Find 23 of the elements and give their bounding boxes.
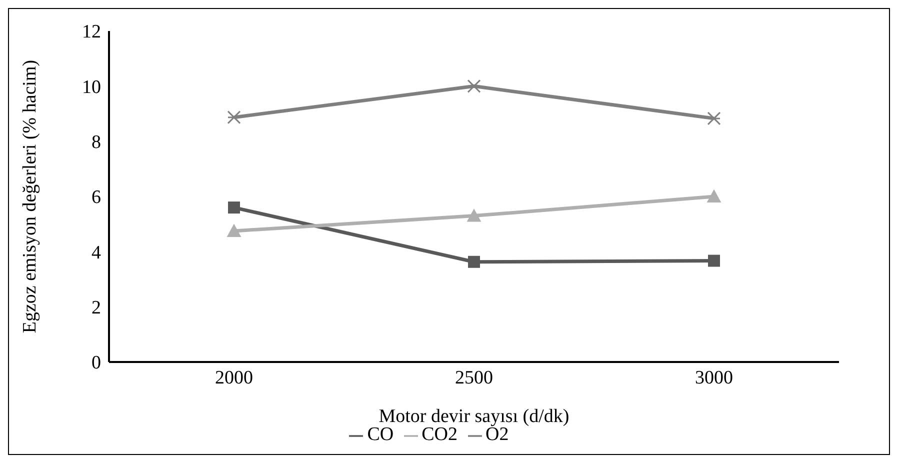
y-tick-label: 2	[92, 298, 101, 319]
point	[708, 254, 720, 267]
point	[707, 112, 721, 126]
x-tick-label: 2000	[215, 367, 253, 388]
legend-label: CO2	[422, 424, 458, 445]
y-tick-label: 0	[92, 352, 101, 374]
x-tick-label: 3000	[695, 367, 733, 388]
x-tick-label: 2500	[455, 367, 493, 388]
y-tick-label: 6	[92, 187, 101, 208]
point	[467, 79, 481, 93]
y-tick-label: 10	[82, 76, 101, 98]
point	[706, 189, 722, 202]
y-tick-label: 12	[82, 22, 101, 43]
point	[228, 202, 240, 214]
point	[468, 256, 480, 268]
point	[226, 224, 242, 237]
y-tick-label: 4	[92, 242, 102, 264]
point	[466, 208, 482, 222]
legend-label: CO	[367, 424, 394, 445]
y-axis-title: Egzoz emisyon değerleri (% hacim)	[20, 60, 41, 334]
x-axis-title: Motor devir sayısı (d/dk)	[378, 406, 570, 427]
point	[227, 110, 241, 124]
y-tick-label: 8	[92, 132, 101, 154]
